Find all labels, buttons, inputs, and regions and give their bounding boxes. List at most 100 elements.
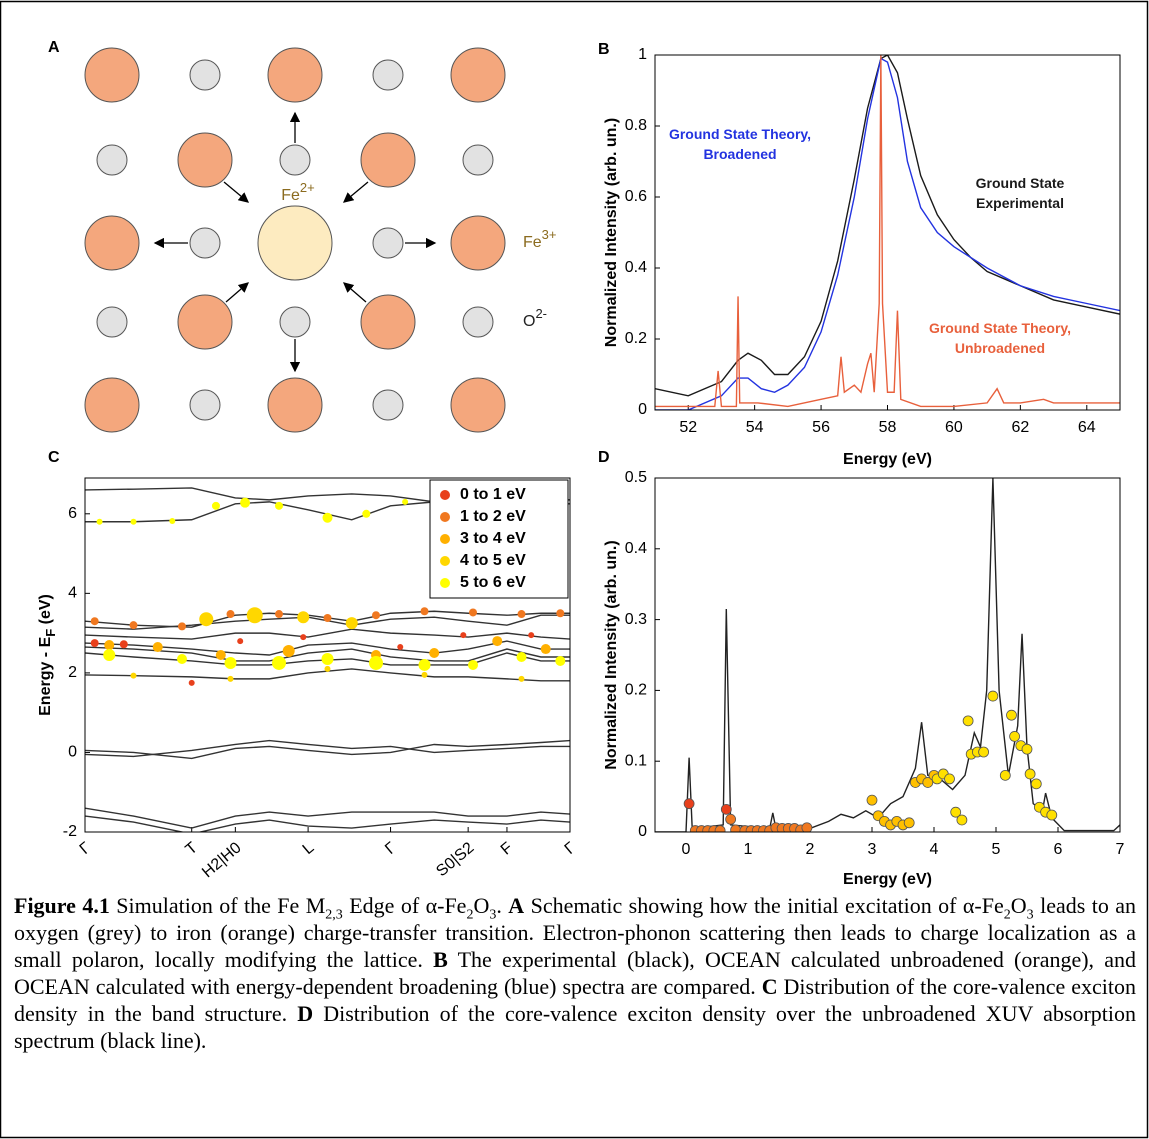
exciton-point — [397, 644, 404, 651]
y-tick-label: 0.5 — [625, 469, 647, 486]
exciton-point — [730, 824, 741, 832]
exciton-point — [215, 650, 226, 660]
y-tick-label: 0 — [68, 744, 77, 761]
exciton-point — [421, 671, 428, 678]
exciton-point — [96, 518, 103, 525]
exciton-point — [226, 610, 235, 619]
series-label: Ground State Theory, Unbroadened — [928, 320, 1072, 356]
exciton-point — [321, 652, 334, 665]
exciton-point — [418, 658, 431, 671]
label-sup: 3+ — [542, 227, 557, 242]
exciton-point — [999, 769, 1011, 781]
exciton-point — [237, 638, 244, 645]
exciton-point — [188, 679, 195, 686]
exciton-point — [90, 617, 99, 626]
exciton-point — [240, 497, 251, 508]
x-tick-label: F — [498, 839, 517, 858]
exciton-point — [950, 806, 962, 818]
exciton-point — [556, 609, 565, 618]
exciton-point — [1030, 778, 1042, 790]
label-base: Fe — [281, 187, 300, 204]
caption-run: B — [433, 947, 448, 972]
label-base: Fe — [523, 234, 542, 251]
fe2-ion — [257, 205, 333, 281]
caption-run: Simulation of the Fe M — [109, 893, 326, 918]
series-line — [85, 668, 570, 682]
exciton-point — [1021, 743, 1033, 755]
exciton-point — [323, 614, 332, 623]
x-tick-label: 4 — [930, 841, 939, 858]
exciton-point — [300, 634, 307, 641]
exciton-point — [402, 498, 409, 505]
plot-frame — [84, 477, 571, 833]
caption-run: Edge of α-Fe — [342, 893, 467, 918]
exciton-point — [177, 653, 187, 664]
legend-label: 0 to 1 eV — [460, 486, 526, 503]
x-tick-label: H2|H0 — [199, 839, 245, 881]
exciton-point — [362, 509, 371, 518]
displacement-arrows — [153, 111, 437, 373]
caption-run: leads to an oxygen (grey) to iron (orang… — [14, 893, 1137, 972]
caption-run: 3 — [489, 907, 497, 923]
y-tick-label: 0.2 — [625, 330, 647, 347]
exciton-point — [956, 814, 968, 826]
exciton-point — [725, 813, 737, 825]
series-label: Ground State Theory, Broadened — [668, 126, 812, 162]
exciton-point — [866, 794, 878, 806]
legend-swatch — [440, 490, 450, 500]
caption-run: A — [508, 893, 525, 918]
caption-run: The experimental (black), OCEAN calculat… — [14, 947, 1137, 999]
exciton-point — [199, 612, 214, 627]
x-tick-label: 64 — [1078, 419, 1096, 436]
exciton-point — [130, 518, 137, 525]
x-tick-label: 3 — [868, 841, 877, 858]
x-tick-label: 2 — [806, 841, 815, 858]
exciton-point — [516, 651, 527, 662]
exciton-point — [683, 798, 695, 810]
schematic: A Fe2+ Fe3+ O2- — [48, 39, 557, 433]
caption-run: O — [1010, 893, 1027, 918]
exciton-point — [224, 656, 237, 669]
exciton-point — [518, 675, 525, 682]
exciton-point — [322, 512, 333, 523]
legend-label: 5 to 6 eV — [460, 574, 526, 591]
exciton-point — [275, 610, 283, 619]
exciton-point — [528, 632, 535, 639]
series-line — [85, 815, 570, 832]
caption-run: O — [473, 893, 490, 918]
legend-swatch — [440, 512, 450, 522]
x-tick-label: 52 — [679, 419, 697, 436]
exciton-point — [211, 501, 220, 510]
o-ions — [96, 59, 494, 421]
caption-run: D — [297, 1001, 314, 1026]
label-tail: (eV) — [37, 594, 54, 629]
plot-area — [655, 55, 1120, 410]
panel-letter: A — [48, 39, 60, 56]
series-line — [85, 739, 570, 760]
plot-frame — [654, 54, 1121, 411]
x-tick-label: Γ — [77, 839, 95, 858]
x-tick-label: L — [300, 839, 318, 858]
exciton-point — [104, 640, 115, 651]
x-tick-label: Γ — [382, 839, 400, 858]
x-tick-label: 62 — [1011, 419, 1029, 436]
label-sup: 2- — [535, 306, 547, 321]
exciton-point — [420, 607, 429, 616]
label-sup: 2+ — [300, 180, 315, 195]
x-tick-label: 6 — [1054, 841, 1063, 858]
y-tick-label: 6 — [68, 505, 77, 522]
exciton-point — [492, 636, 503, 647]
exciton-point — [246, 607, 263, 624]
x-tick-label: 5 — [992, 841, 1001, 858]
panel-letter: D — [598, 449, 610, 466]
exciton-point — [272, 655, 286, 670]
series-line — [85, 652, 570, 666]
exciton-point — [1006, 709, 1017, 721]
x-tick-label: 1 — [744, 841, 753, 858]
exciton-point — [922, 777, 934, 788]
y-tick-label: 0 — [638, 401, 647, 418]
exciton-point — [119, 640, 128, 649]
